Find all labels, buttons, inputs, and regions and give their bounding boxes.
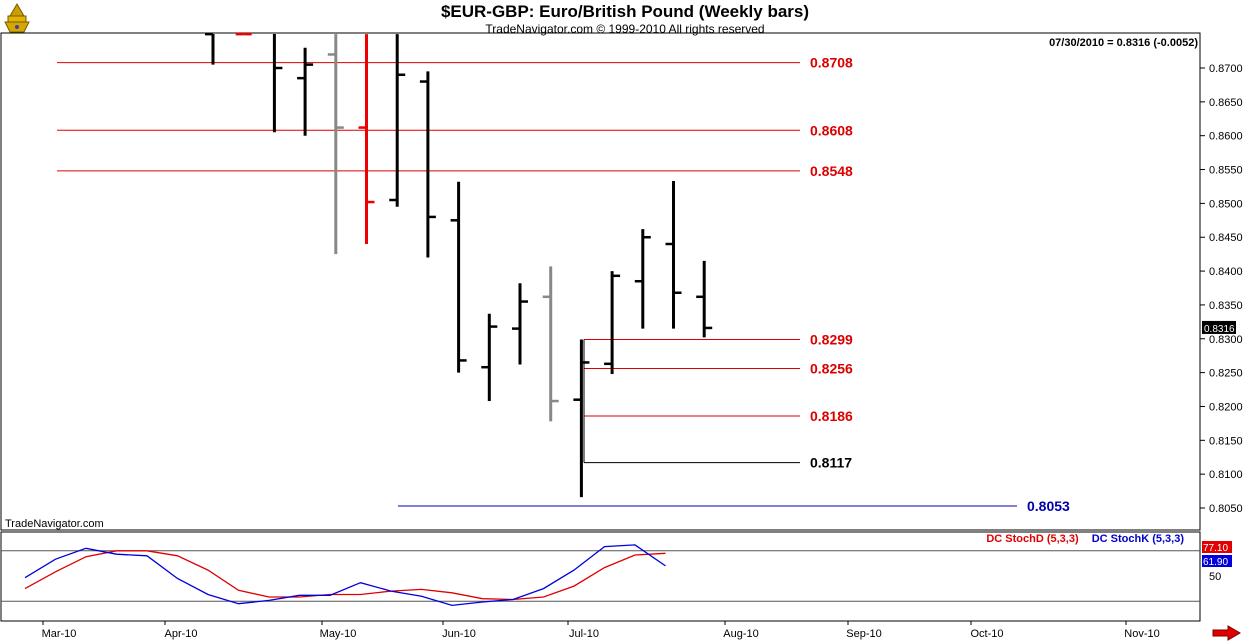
- y-tick-label: 0.8300: [1209, 334, 1243, 346]
- ind-y-tick-label: 50: [1209, 571, 1221, 583]
- price-axis: 0.8700 0.8650 0.8600 0.8550 0.8500 0.8450 0.84…: [1200, 63, 1243, 515]
- ohlc-bar: [696, 260, 713, 338]
- x-tick-label: Aug-10: [723, 628, 758, 640]
- price-pane-border: [0, 32, 1201, 531]
- y-tick-label: 0.8500: [1209, 198, 1243, 210]
- watermark: TradeNavigator.com: [5, 518, 104, 530]
- ohlc-bar: [205, 32, 215, 65]
- ohlc-bar: [327, 34, 344, 255]
- x-tick-label: Jul-10: [569, 628, 599, 640]
- last-price-label: 0.8316: [1204, 324, 1235, 335]
- y-tick-label: 0.8350: [1209, 300, 1243, 312]
- y-tick-label: 0.8150: [1209, 435, 1243, 447]
- y-tick-label: 0.8700: [1209, 63, 1243, 75]
- x-tick-label: Oct-10: [970, 628, 1003, 640]
- ohlc-bar: [542, 266, 559, 422]
- ohlc-bar: [604, 271, 621, 374]
- ohlc-bar: [634, 229, 651, 329]
- ohlc-bar: [419, 71, 436, 258]
- price-level-label: 0.8708: [810, 55, 853, 71]
- last-price-box: [1202, 320, 1236, 334]
- y-tick-label: 0.8450: [1209, 232, 1243, 244]
- y-tick-label: 0.8600: [1209, 131, 1243, 143]
- x-tick-label: Jun-10: [442, 628, 476, 640]
- price-level-label: 0.8256: [810, 361, 853, 377]
- y-tick-label: 0.8400: [1209, 266, 1243, 278]
- legend-stoch-d: DC StochD (5,3,3): [986, 533, 1079, 545]
- x-tick-label: Sep-10: [846, 628, 881, 640]
- stoch-d-value: 77.10: [1203, 543, 1228, 554]
- scroll-right-arrow-icon[interactable]: [1212, 625, 1242, 641]
- ohlc-bar: [297, 47, 314, 136]
- y-tick-label: 0.8200: [1209, 401, 1243, 413]
- stoch-k-value-box: [1202, 555, 1232, 567]
- price-level-label: 0.8186: [810, 408, 853, 424]
- x-tick-label: May-10: [320, 628, 357, 640]
- y-tick-label: 0.8050: [1209, 503, 1243, 515]
- price-level-label: 0.8608: [810, 122, 853, 138]
- indicator-pane-border: [0, 531, 1201, 622]
- chart-copyright: TradeNavigator.com © 1999-2010 All right…: [485, 22, 765, 36]
- y-tick-label: 0.8650: [1209, 97, 1243, 109]
- x-tick-label: Apr-10: [164, 628, 197, 640]
- chart-title: $EUR-GBP: Euro/British Pound (Weekly bar…: [440, 2, 810, 21]
- y-tick-label: 0.8100: [1209, 469, 1243, 481]
- price-readout: 07/30/2010 = 0.8316 (-0.0052): [1049, 37, 1198, 49]
- stoch-k-line: [24, 544, 666, 607]
- ohlc-bar: [665, 181, 682, 329]
- stoch-d-value-box: [1202, 541, 1232, 553]
- ohlc-bar: [272, 34, 283, 133]
- y-tick-label: 0.8550: [1209, 165, 1243, 177]
- ohlc-bar: [450, 181, 467, 373]
- ohlc-bar: [481, 313, 498, 402]
- stoch-d-line: [24, 550, 666, 601]
- price-level-label: 0.8299: [810, 331, 853, 347]
- price-level-label: 0.8053: [1027, 498, 1070, 514]
- stochastic-indicator: 77.10 61.90 50: [1, 541, 1232, 607]
- tradenavigator-logo-icon[interactable]: [2, 2, 32, 36]
- indicator-legend: DC StochD (5,3,3) DC StochK (5,3,3): [986, 533, 1184, 545]
- ohlc-bar: [358, 34, 375, 244]
- stoch-k-value: 61.90: [1203, 557, 1228, 568]
- price-level-label: 0.8117: [810, 455, 852, 471]
- ohlc-bar: [389, 34, 406, 207]
- y-tick-label: 0.8250: [1209, 368, 1243, 380]
- time-axis: Mar-10 Apr-10 May-10 Jun-10 Jul-10 Aug-10 Sep-…: [42, 621, 1160, 640]
- price-level-label: 0.8548: [810, 163, 853, 179]
- price-levels: 0.8708 0.8608 0.8548 0.8299 0.8256 0.8186 0.81…: [57, 55, 1070, 514]
- ohlc-bar: [573, 339, 590, 498]
- ohlc-bars: [205, 32, 713, 498]
- x-tick-label: Mar-10: [42, 628, 77, 640]
- legend-stoch-k: DC StochK (5,3,3): [1091, 533, 1184, 545]
- ohlc-bar: [512, 283, 528, 365]
- x-tick-label: Nov-10: [1124, 628, 1159, 640]
